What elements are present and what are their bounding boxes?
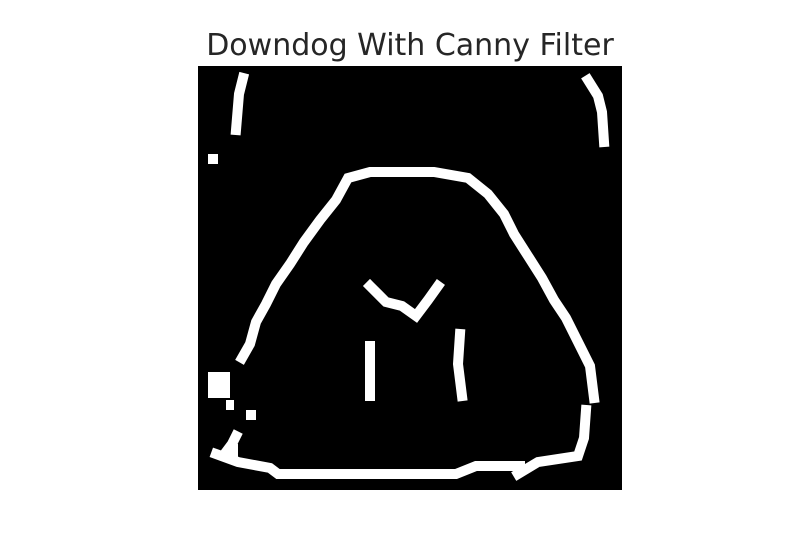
edge-arm-right [452,328,468,402]
edge-dot-2 [226,400,234,410]
edge-top-left [230,71,250,136]
edge-head [362,278,445,323]
edge-dot-3 [246,410,256,420]
figure-title: Downdog With Canny Filter [206,28,614,63]
edge-right-lower [511,404,592,481]
edge-dot-1 [208,154,218,164]
canny-edge-image [198,66,622,490]
edge-bottom-baseline [209,447,525,479]
edge-top-right [581,73,610,148]
edge-blob-left [208,372,230,398]
edge-body-outline [235,167,600,404]
edge-dot-4 [228,444,238,458]
